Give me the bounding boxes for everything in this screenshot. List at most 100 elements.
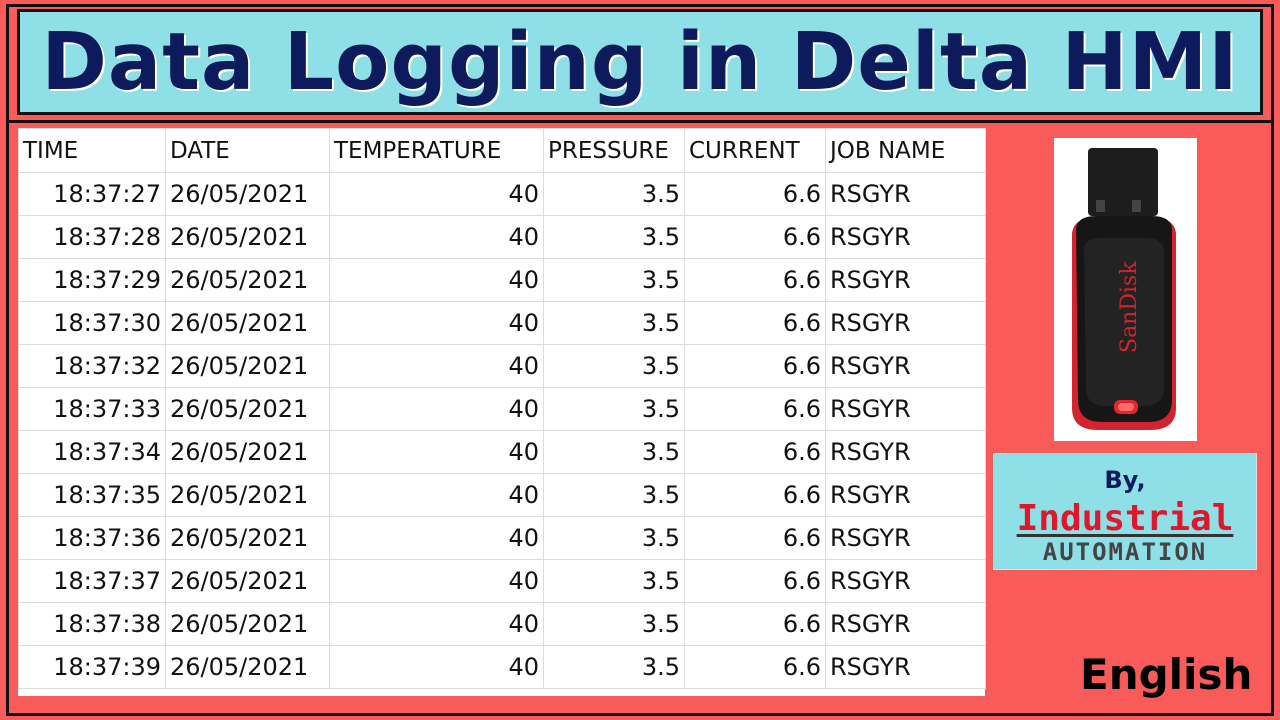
column-header-temperature: TEMPERATURE [329, 128, 544, 173]
cell-job-name: RSGYR [825, 215, 986, 259]
cell-job-name: RSGYR [825, 516, 986, 560]
cell-time: 18:37:37 [18, 559, 166, 603]
cell-job-name: RSGYR [825, 172, 986, 216]
table-row: 18:37:33 26/05/2021 40 3.5 6.6 RSGYR [18, 387, 986, 431]
cell-pressure: 3.5 [543, 559, 685, 603]
cell-pressure: 3.5 [543, 387, 685, 431]
title-banner: Data Logging in Delta HMI [17, 9, 1263, 115]
cell-temperature: 40 [329, 430, 544, 474]
cell-current: 6.6 [684, 258, 826, 302]
cell-temperature: 40 [329, 301, 544, 345]
cell-temperature: 40 [329, 602, 544, 646]
cell-temperature: 40 [329, 172, 544, 216]
cell-date: 26/05/2021 [165, 258, 330, 302]
cell-date: 26/05/2021 [165, 602, 330, 646]
cell-time: 18:37:36 [18, 516, 166, 560]
cell-time: 18:37:27 [18, 172, 166, 216]
cell-temperature: 40 [329, 387, 544, 431]
table-row: 18:37:39 26/05/2021 40 3.5 6.6 RSGYR [18, 645, 986, 689]
cell-date: 26/05/2021 [165, 645, 330, 689]
table-header-row: TIME DATE TEMPERATURE PRESSURE CURRENT J… [18, 128, 986, 173]
cell-date: 26/05/2021 [165, 473, 330, 517]
cell-job-name: RSGYR [825, 387, 986, 431]
cell-time: 18:37:35 [18, 473, 166, 517]
cell-current: 6.6 [684, 559, 826, 603]
cell-date: 26/05/2021 [165, 344, 330, 388]
table-row: 18:37:28 26/05/2021 40 3.5 6.6 RSGYR [18, 215, 986, 259]
table-row: 18:37:32 26/05/2021 40 3.5 6.6 RSGYR [18, 344, 986, 388]
cell-temperature: 40 [329, 516, 544, 560]
cell-date: 26/05/2021 [165, 430, 330, 474]
table-row: 18:37:29 26/05/2021 40 3.5 6.6 RSGYR [18, 258, 986, 302]
outer-frame [6, 4, 1274, 716]
brand-name-line2: AUTOMATION [1042, 538, 1208, 566]
cell-pressure: 3.5 [543, 344, 685, 388]
cell-time: 18:37:39 [18, 645, 166, 689]
data-log-table: TIME DATE TEMPERATURE PRESSURE CURRENT J… [18, 128, 986, 689]
cell-pressure: 3.5 [543, 602, 685, 646]
cell-job-name: RSGYR [825, 559, 986, 603]
cell-temperature: 40 [329, 645, 544, 689]
cell-job-name: RSGYR [825, 473, 986, 517]
cell-temperature: 40 [329, 215, 544, 259]
cell-pressure: 3.5 [543, 473, 685, 517]
cell-job-name: RSGYR [825, 344, 986, 388]
usb-drive-image: SanDisk [1054, 138, 1197, 441]
cell-current: 6.6 [684, 344, 826, 388]
table-row: 18:37:35 26/05/2021 40 3.5 6.6 RSGYR [18, 473, 986, 517]
cell-date: 26/05/2021 [165, 387, 330, 431]
brand-name-line1: Industrial [1016, 498, 1234, 539]
cell-time: 18:37:38 [18, 602, 166, 646]
cell-date: 26/05/2021 [165, 301, 330, 345]
table-row: 18:37:30 26/05/2021 40 3.5 6.6 RSGYR [18, 301, 986, 345]
credit-box: By, Industrial AUTOMATION [993, 453, 1257, 570]
cell-time: 18:37:32 [18, 344, 166, 388]
divider [6, 120, 1274, 123]
usb-flash-drive-icon: SanDisk [1072, 148, 1176, 430]
cell-current: 6.6 [684, 516, 826, 560]
cell-date: 26/05/2021 [165, 215, 330, 259]
cell-pressure: 3.5 [543, 172, 685, 216]
cell-time: 18:37:34 [18, 430, 166, 474]
table-row: 18:37:37 26/05/2021 40 3.5 6.6 RSGYR [18, 559, 986, 603]
cell-current: 6.6 [684, 645, 826, 689]
cell-job-name: RSGYR [825, 301, 986, 345]
cell-current: 6.6 [684, 172, 826, 216]
cell-temperature: 40 [329, 258, 544, 302]
cell-pressure: 3.5 [543, 430, 685, 474]
column-header-pressure: PRESSURE [543, 128, 685, 173]
cell-date: 26/05/2021 [165, 559, 330, 603]
page-title: Data Logging in Delta HMI [41, 16, 1239, 108]
credit-by-label: By, [1104, 466, 1146, 494]
cell-job-name: RSGYR [825, 602, 986, 646]
cell-pressure: 3.5 [543, 645, 685, 689]
cell-current: 6.6 [684, 301, 826, 345]
cell-temperature: 40 [329, 559, 544, 603]
cell-time: 18:37:30 [18, 301, 166, 345]
column-header-date: DATE [165, 128, 330, 173]
cell-pressure: 3.5 [543, 215, 685, 259]
cell-current: 6.6 [684, 430, 826, 474]
cell-pressure: 3.5 [543, 301, 685, 345]
column-header-job-name: JOB NAME [825, 128, 986, 173]
column-header-current: CURRENT [684, 128, 826, 173]
table-row: 18:37:36 26/05/2021 40 3.5 6.6 RSGYR [18, 516, 986, 560]
cell-temperature: 40 [329, 344, 544, 388]
cell-time: 18:37:28 [18, 215, 166, 259]
cell-time: 18:37:33 [18, 387, 166, 431]
cell-current: 6.6 [684, 602, 826, 646]
cell-time: 18:37:29 [18, 258, 166, 302]
cell-date: 26/05/2021 [165, 516, 330, 560]
cell-temperature: 40 [329, 473, 544, 517]
column-header-time: TIME [18, 128, 166, 173]
table-row: 18:37:38 26/05/2021 40 3.5 6.6 RSGYR [18, 602, 986, 646]
usb-brand-label: SanDisk [1117, 261, 1142, 353]
cell-current: 6.6 [684, 473, 826, 517]
data-log-sheet: TIME DATE TEMPERATURE PRESSURE CURRENT J… [18, 128, 986, 696]
table-row: 18:37:34 26/05/2021 40 3.5 6.6 RSGYR [18, 430, 986, 474]
language-label: English [1080, 650, 1253, 699]
table-row: 18:37:27 26/05/2021 40 3.5 6.6 RSGYR [18, 172, 986, 216]
cell-current: 6.6 [684, 387, 826, 431]
cell-pressure: 3.5 [543, 258, 685, 302]
cell-date: 26/05/2021 [165, 172, 330, 216]
